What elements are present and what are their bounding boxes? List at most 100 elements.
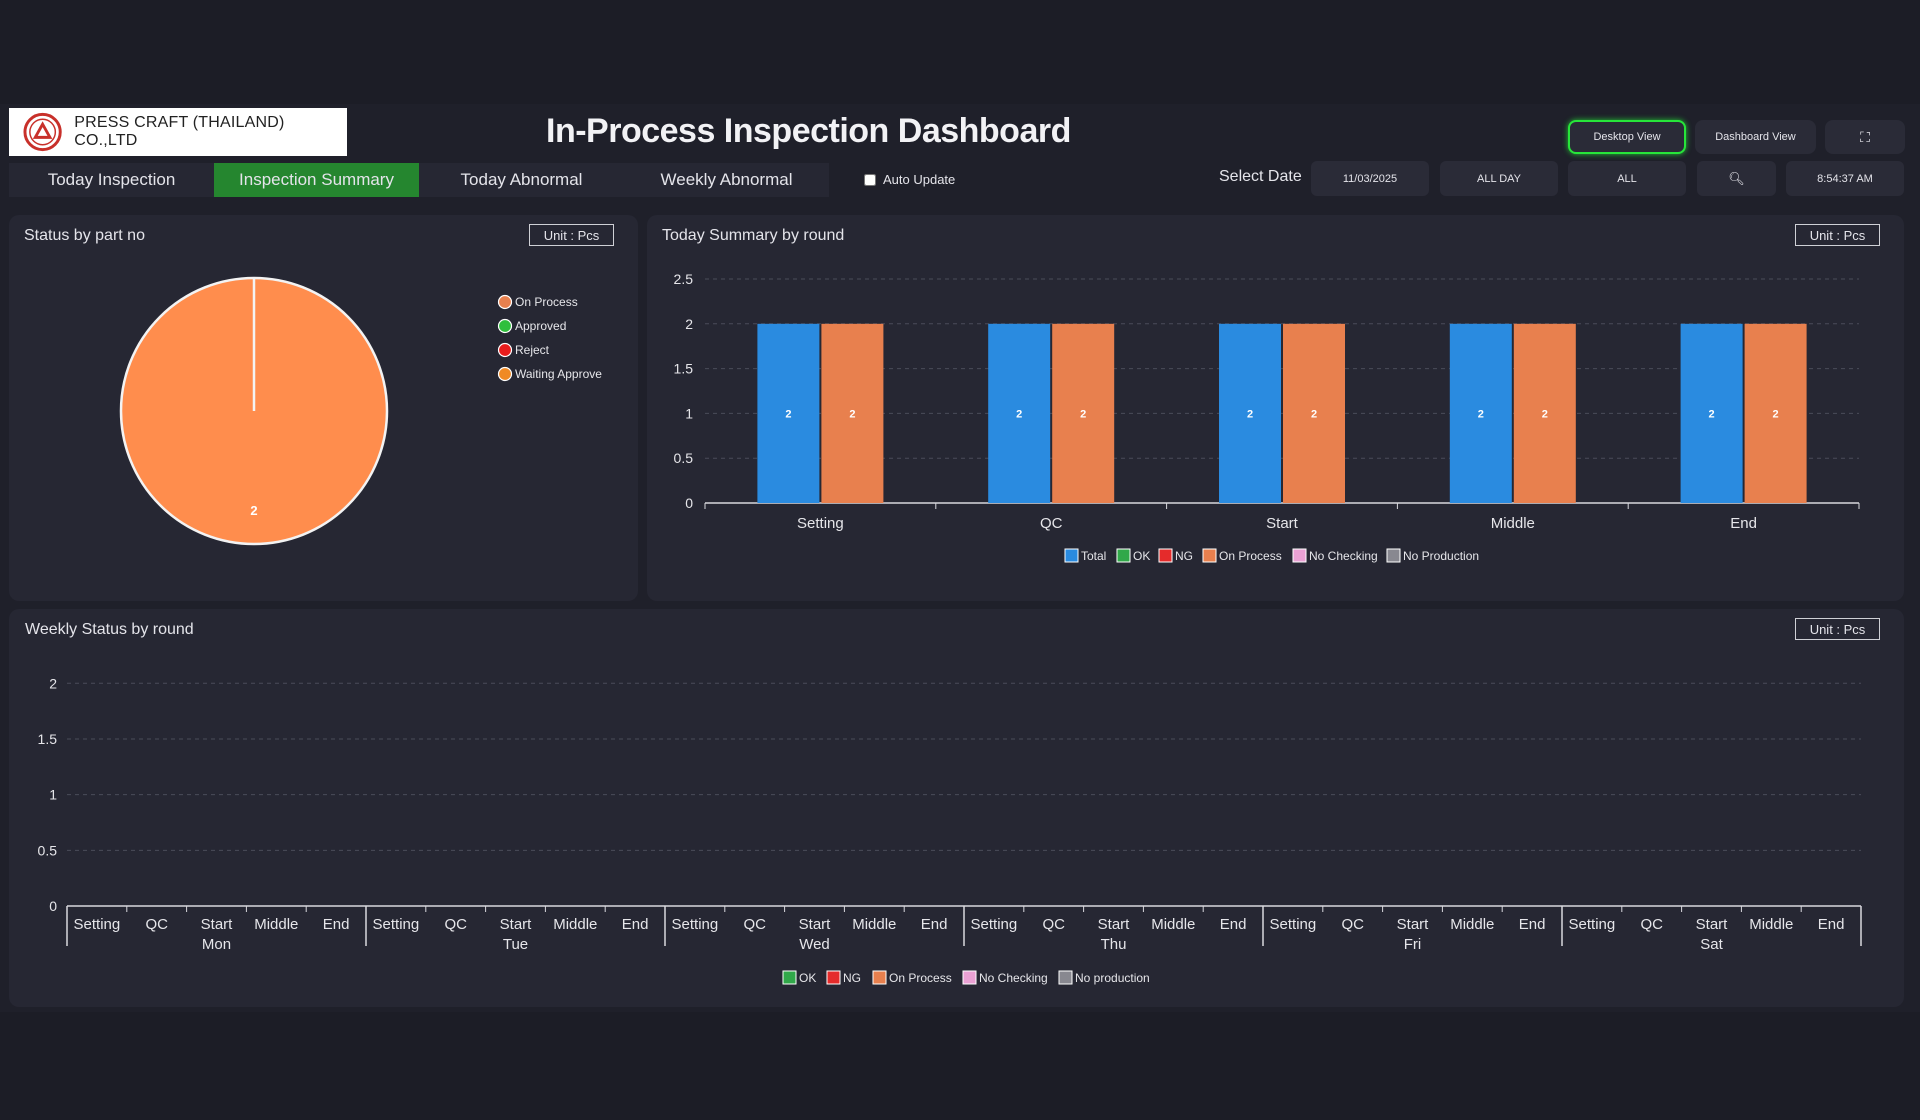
- clock-display: 8:54:37 AM: [1786, 161, 1904, 196]
- legend-label[interactable]: NG: [843, 971, 861, 985]
- legend-label[interactable]: On Process: [1219, 549, 1282, 563]
- bar-data-label: 2: [785, 408, 791, 420]
- x-tick-label: Start: [1696, 916, 1729, 933]
- y-tick-label: 0.5: [38, 842, 58, 858]
- x-tick-label: Start: [799, 916, 832, 933]
- legend-label[interactable]: NG: [1175, 549, 1193, 563]
- x-tick-label: QC: [1640, 916, 1663, 933]
- legend-marker-waiting-approve: [497, 366, 513, 382]
- x-tick-label: Start: [1266, 515, 1299, 532]
- status-pie-chart: 2 On Process Approved Reject Waiting App…: [119, 276, 602, 546]
- tab-today-abnormal[interactable]: Today Abnormal: [460, 170, 583, 189]
- legend-label-waiting-approve[interactable]: Waiting Approve: [515, 367, 602, 381]
- day-label: Sat: [1700, 936, 1723, 953]
- bar-data-label: 2: [849, 408, 855, 420]
- x-tick-label: QC: [1341, 916, 1364, 933]
- bar-on-process[interactable]: [1283, 323, 1345, 503]
- x-tick-label: Setting: [1270, 916, 1317, 933]
- date-picker[interactable]: 11/03/2025: [1311, 161, 1429, 196]
- weekly-panel: Weekly Status by round Unit : Pcs 0 0.5 1 1…: [9, 609, 1904, 1007]
- bar-data-label: 2: [1478, 408, 1484, 420]
- y-tick-label: 1.5: [674, 361, 694, 377]
- legend-label-approved[interactable]: Approved: [515, 319, 566, 333]
- legend-label[interactable]: No Checking: [1309, 549, 1378, 563]
- bar-data-label: 2: [1709, 408, 1715, 420]
- auto-update-checkbox[interactable]: [864, 173, 876, 186]
- day-label: Fri: [1404, 936, 1422, 953]
- x-tick-label: End: [1519, 916, 1546, 933]
- y-tick-label: 1.5: [38, 731, 58, 747]
- fullscreen-button[interactable]: ⛶: [1825, 120, 1905, 154]
- x-tick-label: Middle: [1450, 916, 1494, 933]
- status-unit-badge: Unit : Pcs: [529, 224, 614, 246]
- legend-marker: [1202, 548, 1217, 563]
- company-logo-icon: [23, 112, 62, 152]
- x-tick-label: QC: [145, 916, 168, 933]
- desktop-view-button[interactable]: Desktop View: [1568, 120, 1686, 154]
- bar-total[interactable]: [1680, 323, 1743, 503]
- select-date-label: Select Date: [1219, 168, 1302, 185]
- tab-inspection-summary[interactable]: Inspection Summary: [214, 163, 419, 197]
- bar-total[interactable]: [988, 323, 1051, 503]
- legend-marker-on-process: [497, 294, 513, 310]
- today-panel: Today Summary by round Unit : Pcs 0 0.5 1 1…: [647, 215, 1904, 601]
- company-logo: PRESS CRAFT (THAILAND) CO.,LTD: [9, 108, 347, 156]
- status-panel: Status by part no Unit : Pcs 2 On Proces…: [9, 215, 638, 601]
- bar-on-process[interactable]: [1052, 323, 1115, 503]
- pie-data-label: 2: [250, 503, 257, 518]
- pie-legend: On Process Approved Reject Waiting Appro…: [497, 294, 602, 382]
- bar-data-label: 2: [1773, 408, 1779, 420]
- auto-update-toggle[interactable]: Auto Update: [864, 172, 955, 187]
- bar-on-process[interactable]: [1513, 323, 1576, 503]
- y-tick-label: 1: [685, 405, 693, 421]
- x-tick-label: QC: [1040, 515, 1063, 532]
- x-tick-label: End: [1818, 916, 1845, 933]
- y-tick-label: 2: [49, 675, 57, 691]
- legend-label[interactable]: No Production: [1403, 549, 1479, 563]
- page-title: In-Process Inspection Dashboard: [546, 112, 1071, 150]
- x-tick-label: Setting: [74, 916, 121, 933]
- search-button[interactable]: 🔍︎: [1697, 161, 1776, 196]
- x-tick-label: Setting: [797, 515, 844, 532]
- x-tick-label: End: [622, 916, 649, 933]
- legend-label[interactable]: OK: [799, 971, 816, 985]
- legend-label[interactable]: No production: [1075, 971, 1150, 985]
- tab-today-inspection[interactable]: Today Inspection: [47, 170, 176, 189]
- legend-label[interactable]: Total: [1081, 549, 1106, 563]
- y-tick-label: 0.5: [674, 450, 694, 466]
- x-tick-label: Setting: [971, 916, 1018, 933]
- tab-weekly-abnormal[interactable]: Weekly Abnormal: [660, 170, 793, 189]
- bar-on-process[interactable]: [821, 323, 884, 503]
- bar-total[interactable]: [1219, 323, 1281, 503]
- bar-total[interactable]: [1449, 323, 1512, 503]
- legend-marker-reject: [497, 342, 513, 358]
- day-label: Tue: [503, 936, 528, 953]
- today-bar-chart: 0 0.5 1 1.5 2 2.5 Setting 2 2 QC 2 2 Start 2 2 Middle 2 2…: [674, 271, 1860, 563]
- x-tick-label: Middle: [1491, 515, 1535, 532]
- legend-label-reject[interactable]: Reject: [515, 343, 550, 357]
- x-tick-label: Start: [201, 916, 234, 933]
- legend-marker: [1292, 548, 1307, 563]
- legend-label[interactable]: On Process: [889, 971, 952, 985]
- today-unit-badge: Unit : Pcs: [1795, 224, 1880, 246]
- bar-on-process[interactable]: [1744, 323, 1807, 503]
- legend-marker: [1064, 548, 1079, 563]
- legend-marker: [1116, 548, 1131, 563]
- legend-marker: [1058, 970, 1073, 985]
- legend-label-on-process[interactable]: On Process: [515, 295, 578, 309]
- today-panel-title: Today Summary by round: [662, 227, 845, 244]
- x-tick-label: Start: [500, 916, 533, 933]
- legend-label[interactable]: OK: [1133, 549, 1150, 563]
- legend-marker: [782, 970, 797, 985]
- status-panel-title: Status by part no: [24, 227, 145, 244]
- legend-label[interactable]: No Checking: [979, 971, 1048, 985]
- x-tick-label: QC: [743, 916, 766, 933]
- dashboard-view-button[interactable]: Dashboard View: [1695, 120, 1816, 154]
- x-tick-label: Middle: [1151, 916, 1195, 933]
- bar-total[interactable]: [757, 323, 820, 503]
- scope-select[interactable]: ALL: [1568, 161, 1686, 196]
- legend-marker-approved: [497, 318, 513, 334]
- legend-marker: [1386, 548, 1401, 563]
- x-tick-label: QC: [1042, 916, 1065, 933]
- time-range-select[interactable]: ALL DAY: [1440, 161, 1558, 196]
